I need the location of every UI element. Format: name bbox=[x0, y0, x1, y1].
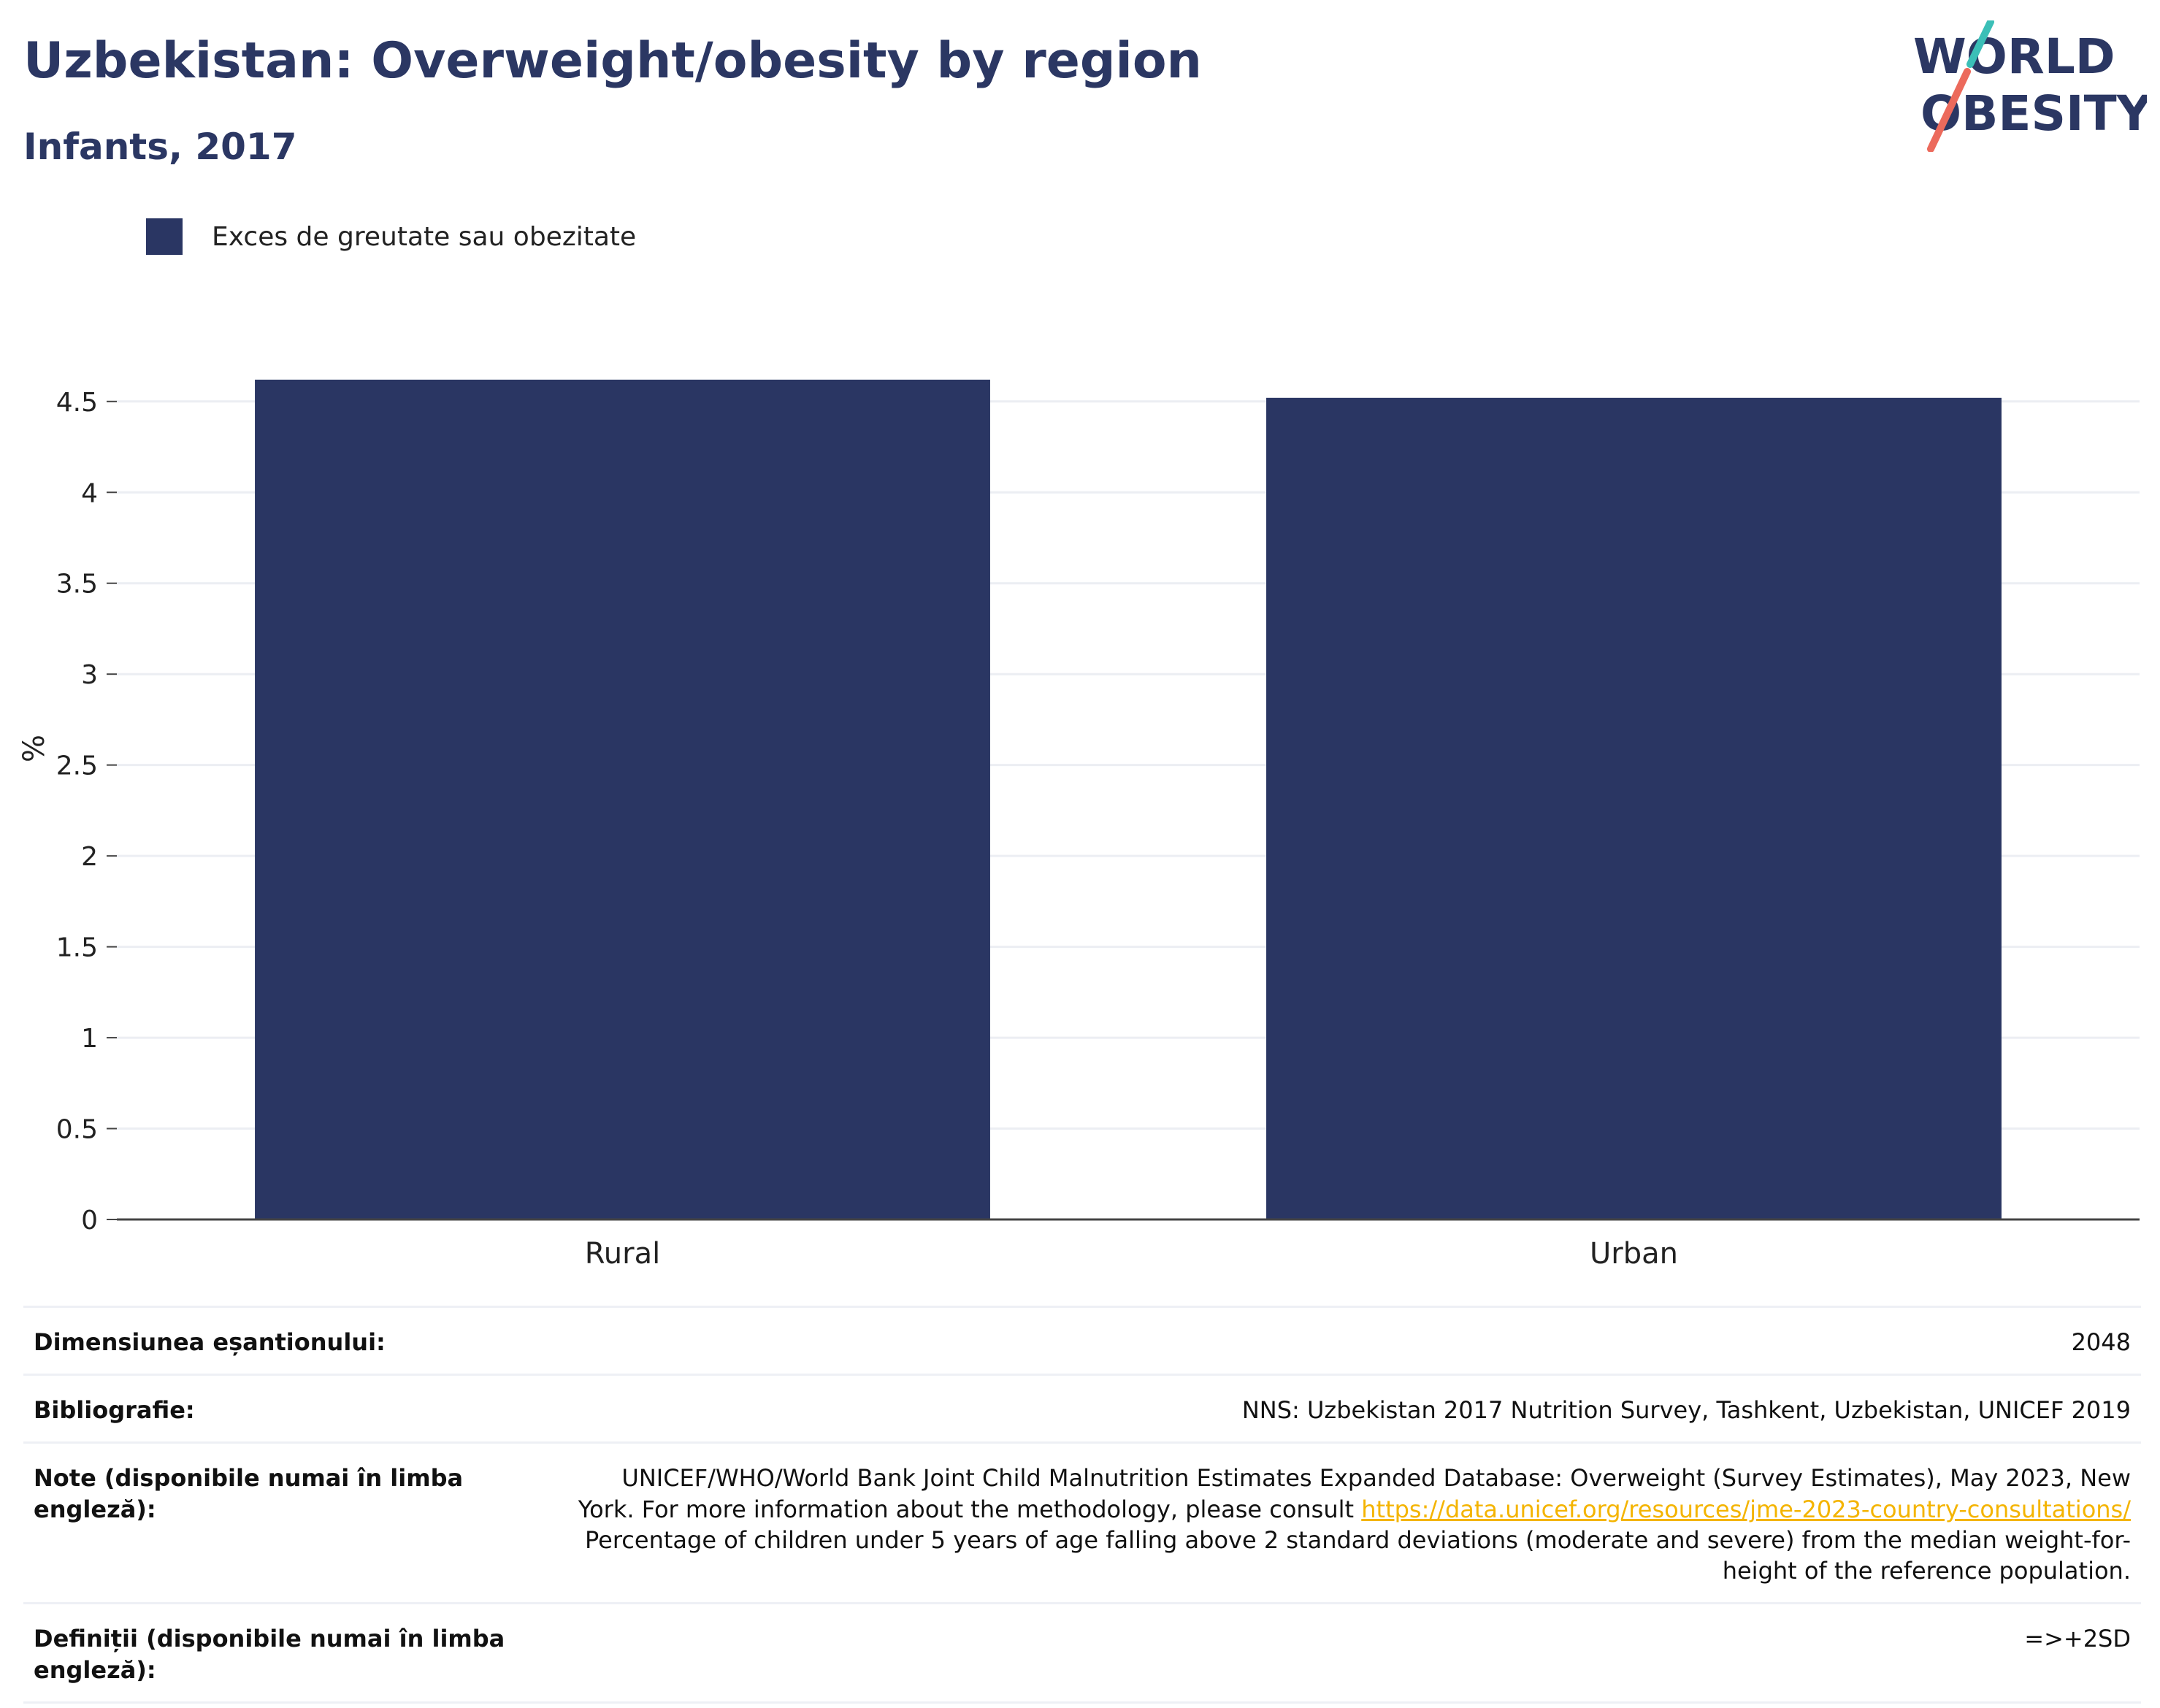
y-tick-label: 2 bbox=[81, 842, 98, 872]
y-tick-label: 3.5 bbox=[56, 570, 98, 600]
meta-label-notes: Note (disponibile numai în limba engleză… bbox=[23, 1441, 555, 1605]
meta-value-definitions: =>+2SD bbox=[555, 1602, 2141, 1704]
logo-slash-bottom bbox=[1927, 68, 1971, 152]
notes-methodology-link[interactable]: https://data.unicef.org/resources/jme-20… bbox=[1361, 1495, 2131, 1523]
legend-label: Exces de greutate sau obezitate bbox=[212, 221, 637, 252]
y-axis-ticks: 0 0.5 1 1.5 2 2.5 3 3.5 4 4.5 bbox=[56, 388, 117, 1236]
x-tick-label-rural: Rural bbox=[585, 1237, 660, 1271]
bar-rural[interactable] bbox=[255, 379, 990, 1219]
logo-slash-top bbox=[1966, 20, 1994, 68]
meta-row-bibliography: Bibliografie: NNS: Uzbekistan 2017 Nutri… bbox=[23, 1374, 2141, 1444]
y-tick-label: 4.5 bbox=[56, 388, 98, 418]
chart-bars bbox=[255, 379, 2002, 1219]
notes-text-after: Percentage of children under 5 years of … bbox=[585, 1525, 2131, 1585]
meta-row-sample-size: Dimensiunea eșantionului: 2048 bbox=[23, 1305, 2141, 1376]
chart-legend[interactable]: Exces de greutate sau obezitate bbox=[146, 218, 636, 256]
meta-label-bibliography: Bibliografie: bbox=[23, 1374, 555, 1444]
y-tick-label: 1.5 bbox=[56, 933, 98, 963]
chart-title: Uzbekistan: Overweight/obesity by region bbox=[23, 32, 1202, 90]
y-tick-label: 1 bbox=[81, 1024, 98, 1054]
notes-text-before: UNICEF/WHO/World Bank Joint Child Malnut… bbox=[578, 1464, 2131, 1523]
y-tick-label: 0 bbox=[81, 1206, 98, 1236]
bar-urban[interactable] bbox=[1266, 397, 2002, 1219]
chart-subtitle: Infants, 2017 bbox=[23, 126, 297, 168]
legend-swatch bbox=[146, 218, 183, 255]
meta-label-sample-size: Dimensiunea eșantionului: bbox=[23, 1305, 555, 1376]
meta-row-definitions: Definiții (disponibile numai în limba en… bbox=[23, 1602, 2141, 1704]
meta-value-notes: UNICEF/WHO/World Bank Joint Child Malnut… bbox=[555, 1441, 2141, 1605]
chart-metadata-table: Dimensiunea eșantionului: 2048 Bibliogra… bbox=[23, 1305, 2141, 1704]
logo-word-world: WORLD bbox=[1913, 28, 2115, 85]
y-tick-label: 3 bbox=[81, 660, 98, 690]
meta-row-notes: Note (disponibile numai în limba engleză… bbox=[23, 1441, 2141, 1605]
meta-value-bibliography: NNS: Uzbekistan 2017 Nutrition Survey, T… bbox=[555, 1374, 2141, 1444]
x-tick-label-urban: Urban bbox=[1590, 1237, 1678, 1271]
world-obesity-logo: WORLD OBESITY bbox=[1913, 20, 2147, 152]
y-tick-label: 0.5 bbox=[56, 1115, 98, 1145]
x-axis-ticks: Rural Urban bbox=[585, 1237, 1678, 1271]
y-tick-label: 4 bbox=[81, 478, 98, 508]
bar-chart: 0 0.5 1 1.5 2 2.5 3 3.5 4 4.5 Rural Urban % bbox=[18, 379, 2140, 1271]
meta-label-definitions: Definiții (disponibile numai în limba en… bbox=[23, 1602, 555, 1704]
y-tick-label: 2.5 bbox=[56, 751, 98, 781]
y-axis-label: % bbox=[18, 735, 51, 762]
meta-value-sample-size: 2048 bbox=[555, 1305, 2141, 1376]
